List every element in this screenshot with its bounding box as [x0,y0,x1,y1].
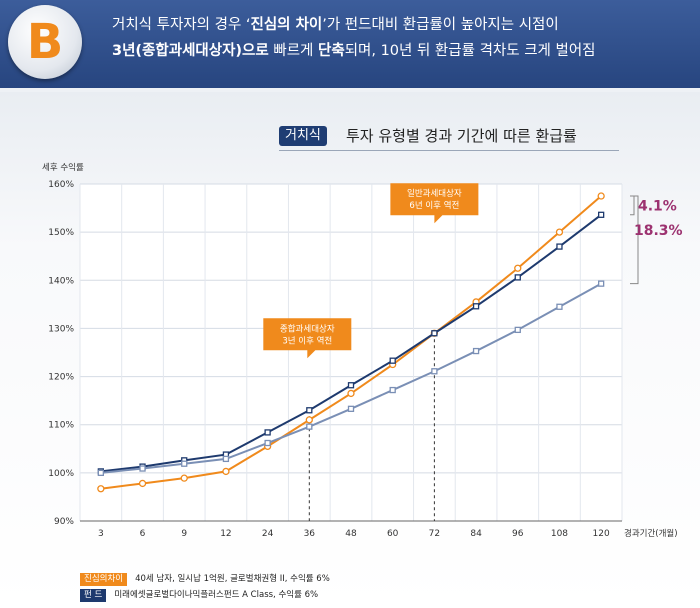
headline-line-2: 3년(종합과세대상자)으로 빠르게 단축되며, 10년 뒤 환급률 격차도 크게… [112,38,692,64]
x-tick-label: 120 [593,529,610,539]
y-tick-label: 130% [48,324,74,334]
badge-circle: B [8,5,82,79]
legend-text-2: 미래에셋글로벌다이나믹플러스펀드 A Class, 수익률 6% [114,590,319,600]
x-tick-label: 60 [387,529,399,539]
x-axis-label: 경과기간(개월) [624,528,678,539]
data-point [139,465,146,472]
legend-entry-1: 진심의차이 40세 남자, 일시납 1억원, 글로벌채권형 II, 수익률 6% [80,572,330,586]
headline: 거치식 투자자의 경우 ‘진심의 차이’가 펀드대비 환급률이 높아지는 시점이… [112,12,692,64]
x-tick-label: 72 [429,529,440,539]
y-axis-label: 세후 수익률 [42,162,84,173]
y-tick-label: 140% [48,276,74,286]
crossover-label-2: 6년 이후 역전 [409,200,459,211]
data-point [389,357,396,364]
data-point [472,347,480,355]
data-point [598,211,605,218]
headline-line-1: 거치식 투자자의 경우 ‘진심의 차이’가 펀드대비 환급률이 높아지는 시점이 [112,12,692,38]
data-point [222,467,230,476]
y-tick-label: 110% [48,421,74,431]
chart-title: 투자 유형별 경과 기간에 따른 환급률 [346,127,577,145]
data-point [431,330,438,337]
data-point [181,460,188,467]
headline-line1-a: 거치식 투자자의 경우 ‘ [112,17,251,33]
headline-line2-a: 3년(종합과세대상자)으로 [112,43,269,59]
data-point [306,407,313,414]
data-point [222,455,230,463]
data-point [597,192,605,200]
x-tick-label: 24 [262,529,274,539]
badge-letter: B [26,14,64,70]
data-point [347,382,355,389]
x-tick-label: 3 [98,529,104,539]
data-point [514,264,522,272]
plot-area [80,184,622,521]
y-tick-label: 160% [48,180,74,190]
headline-line2-d: 되며, 10년 뒤 환급률 격차도 크게 벌어짐 [344,43,596,59]
y-tick-label: 120% [48,373,74,383]
gap-label-1: 4.1% [638,198,677,214]
headline-line2-c: 단축 [318,43,345,59]
data-point [555,228,564,236]
data-point [264,429,271,436]
chart-title-tag: 거치식 [279,126,327,146]
data-point [264,439,271,447]
data-point [556,243,563,250]
data-point [97,485,105,493]
x-tick-label: 96 [512,529,524,539]
gap-bracket-2 [630,195,639,285]
crossover-callout [263,318,352,359]
data-point [347,405,355,412]
headline-line1-b: 진심의 차이 [250,17,323,33]
data-point [514,274,521,281]
x-tick-label: 9 [181,529,187,539]
legend-tag-1: 진심의차이 [80,573,128,586]
header-banner: B 거치식 투자자의 경우 ‘진심의 차이’가 펀드대비 환급률이 높아지는 시… [0,0,700,88]
data-point [556,303,563,310]
data-point [472,303,480,310]
y-tick-label: 90% [54,517,74,527]
x-tick-label: 6 [140,529,146,539]
crossover-label-2: 3년 이후 역전 [282,335,332,346]
legend-tag-2: 펀 드 [80,589,107,602]
data-point [431,368,438,375]
legend-text-1: 40세 남자, 일시납 1억원, 글로벌채권형 II, 수익률 6% [135,574,330,584]
crossover-label-1: 일반과세대상자 [407,188,462,199]
data-point [389,386,396,394]
crossover-label-1: 종합과세대상자 [280,323,335,334]
data-point [306,423,313,430]
chart-title-rule [279,150,619,151]
data-point [598,280,605,287]
data-point [514,326,521,334]
gap-label-2: 18.3% [634,223,683,239]
data-point [180,474,188,482]
data-point [138,479,147,488]
x-tick-label: 48 [345,529,357,539]
crossover-callout [390,183,479,224]
x-tick-label: 84 [470,529,482,539]
gap-bracket-1 [630,195,635,216]
y-tick-label: 100% [48,469,74,479]
data-point [97,469,104,477]
data-point [347,389,355,398]
headline-line1-c: ’가 펀드대비 환급률이 높아지는 시점이 [322,17,559,33]
x-tick-label: 108 [551,529,568,539]
y-tick-label: 150% [48,228,74,238]
legend-entry-2: 펀 드 미래에셋글로벌다이나믹플러스펀드 A Class, 수익률 6% [80,588,318,602]
x-tick-label: 12 [220,529,231,539]
headline-line2-b: 빠르게 [268,43,318,59]
x-tick-label: 36 [304,529,316,539]
data-point [305,416,313,424]
